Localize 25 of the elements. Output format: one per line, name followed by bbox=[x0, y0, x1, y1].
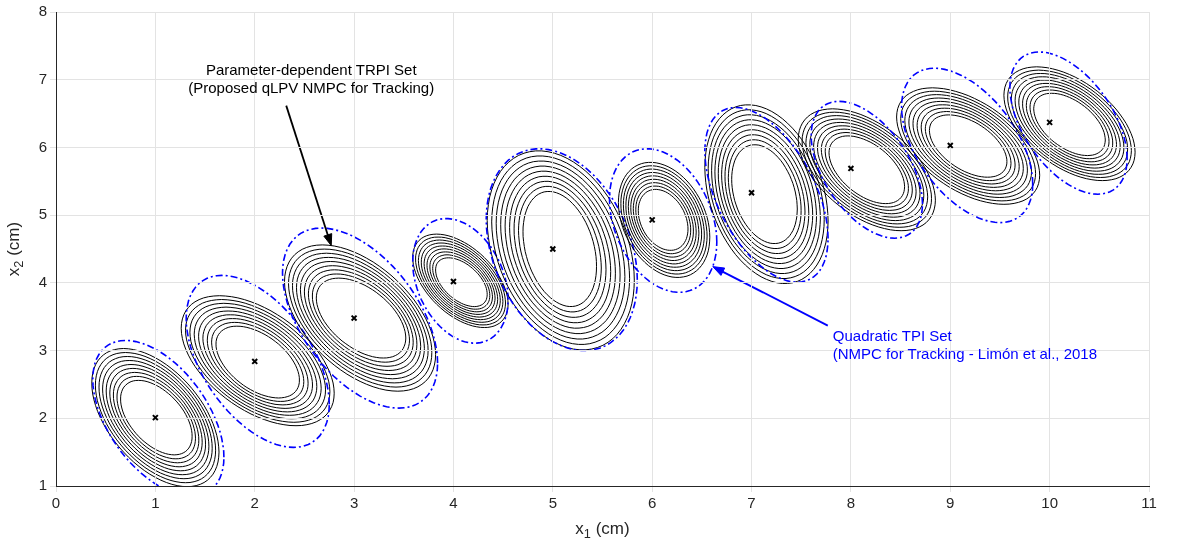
y-tick-label: 6 bbox=[38, 137, 47, 155]
point bbox=[648, 216, 656, 224]
x-tick-label: 11 bbox=[1141, 494, 1157, 512]
y-tick-label: 1 bbox=[38, 476, 47, 494]
y-axis-title: x2 (cm) bbox=[3, 221, 27, 277]
y-tick-label: 7 bbox=[38, 69, 47, 87]
x-tick-label: 0 bbox=[51, 494, 61, 512]
x-tick-label: 8 bbox=[846, 494, 856, 512]
x-tick-label: 6 bbox=[648, 494, 657, 512]
x-tick-label: 10 bbox=[1041, 494, 1058, 512]
x-tick-label: 2 bbox=[250, 494, 259, 512]
x-tick-label: 1 bbox=[151, 494, 160, 512]
annotation: Quadratic TPI Set (NMPC for Tracking - Limón et al., 2018 bbox=[832, 327, 1098, 363]
y-tick-label: 5 bbox=[38, 205, 47, 223]
x-tick-label: 3 bbox=[349, 494, 359, 512]
x-tick-label: 9 bbox=[946, 494, 955, 512]
y-tick-label: 8 bbox=[38, 2, 47, 20]
x-tick-label: 5 bbox=[548, 494, 557, 512]
annotation: Parameter-dependent TRPI Set (Proposed qLPV NMPC for Tracking) bbox=[188, 61, 435, 97]
y-tick-label: 4 bbox=[38, 273, 47, 290]
point bbox=[549, 245, 557, 253]
y-tick-label: 3 bbox=[38, 340, 47, 358]
x-tick-label: 7 bbox=[747, 494, 756, 512]
x-tick-label: 4 bbox=[449, 494, 458, 512]
y-tick-label: 2 bbox=[38, 408, 47, 426]
